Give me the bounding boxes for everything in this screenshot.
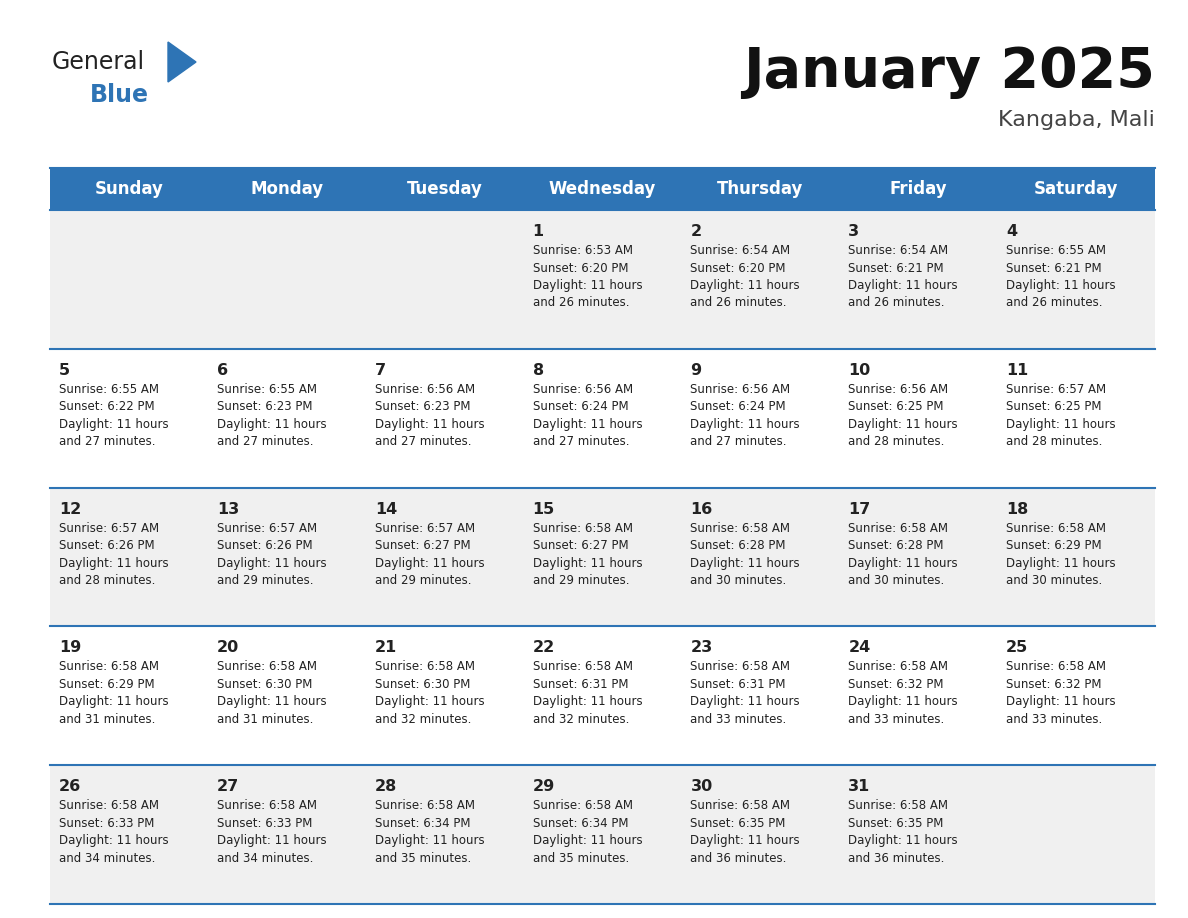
Text: Sunrise: 6:57 AM
Sunset: 6:25 PM
Daylight: 11 hours
and 28 minutes.: Sunrise: 6:57 AM Sunset: 6:25 PM Dayligh… [1006,383,1116,448]
Text: Blue: Blue [90,83,148,107]
Text: 16: 16 [690,501,713,517]
Bar [50,168,1155,210]
Text: Sunrise: 6:58 AM
Sunset: 6:30 PM
Daylight: 11 hours
and 31 minutes.: Sunrise: 6:58 AM Sunset: 6:30 PM Dayligh… [217,660,327,726]
Text: 10: 10 [848,363,871,378]
Text: 4: 4 [1006,224,1017,239]
Text: 5: 5 [59,363,70,378]
Text: 26: 26 [59,779,81,794]
Text: Sunrise: 6:53 AM
Sunset: 6:20 PM
Daylight: 11 hours
and 26 minutes.: Sunrise: 6:53 AM Sunset: 6:20 PM Dayligh… [532,244,643,309]
Text: Sunrise: 6:58 AM
Sunset: 6:33 PM
Daylight: 11 hours
and 34 minutes.: Sunrise: 6:58 AM Sunset: 6:33 PM Dayligh… [217,800,327,865]
Text: Sunrise: 6:56 AM
Sunset: 6:25 PM
Daylight: 11 hours
and 28 minutes.: Sunrise: 6:56 AM Sunset: 6:25 PM Dayligh… [848,383,958,448]
Text: 27: 27 [217,779,239,794]
Text: Monday: Monday [251,180,323,198]
Text: Sunrise: 6:58 AM
Sunset: 6:30 PM
Daylight: 11 hours
and 32 minutes.: Sunrise: 6:58 AM Sunset: 6:30 PM Dayligh… [374,660,485,726]
Text: Sunrise: 6:58 AM
Sunset: 6:29 PM
Daylight: 11 hours
and 30 minutes.: Sunrise: 6:58 AM Sunset: 6:29 PM Dayligh… [1006,521,1116,588]
Text: Sunrise: 6:56 AM
Sunset: 6:24 PM
Daylight: 11 hours
and 27 minutes.: Sunrise: 6:56 AM Sunset: 6:24 PM Dayligh… [690,383,800,448]
Text: Sunrise: 6:57 AM
Sunset: 6:27 PM
Daylight: 11 hours
and 29 minutes.: Sunrise: 6:57 AM Sunset: 6:27 PM Dayligh… [374,521,485,588]
Text: Saturday: Saturday [1034,180,1118,198]
Text: 2: 2 [690,224,702,239]
Text: 3: 3 [848,224,859,239]
Text: Sunrise: 6:58 AM
Sunset: 6:34 PM
Daylight: 11 hours
and 35 minutes.: Sunrise: 6:58 AM Sunset: 6:34 PM Dayligh… [374,800,485,865]
Text: Sunrise: 6:54 AM
Sunset: 6:21 PM
Daylight: 11 hours
and 26 minutes.: Sunrise: 6:54 AM Sunset: 6:21 PM Dayligh… [848,244,958,309]
Bar [50,349,1155,487]
Text: Sunrise: 6:58 AM
Sunset: 6:31 PM
Daylight: 11 hours
and 33 minutes.: Sunrise: 6:58 AM Sunset: 6:31 PM Dayligh… [690,660,800,726]
Text: Sunrise: 6:58 AM
Sunset: 6:35 PM
Daylight: 11 hours
and 36 minutes.: Sunrise: 6:58 AM Sunset: 6:35 PM Dayligh… [848,800,958,865]
Text: 7: 7 [374,363,386,378]
Text: 17: 17 [848,501,871,517]
Text: Sunrise: 6:55 AM
Sunset: 6:22 PM
Daylight: 11 hours
and 27 minutes.: Sunrise: 6:55 AM Sunset: 6:22 PM Dayligh… [59,383,169,448]
Text: Sunrise: 6:58 AM
Sunset: 6:33 PM
Daylight: 11 hours
and 34 minutes.: Sunrise: 6:58 AM Sunset: 6:33 PM Dayligh… [59,800,169,865]
Text: 28: 28 [374,779,397,794]
Text: Wednesday: Wednesday [549,180,656,198]
Text: Friday: Friday [890,180,947,198]
Text: Sunrise: 6:58 AM
Sunset: 6:28 PM
Daylight: 11 hours
and 30 minutes.: Sunrise: 6:58 AM Sunset: 6:28 PM Dayligh… [848,521,958,588]
Text: General: General [52,50,145,74]
Bar [50,766,1155,904]
Text: 6: 6 [217,363,228,378]
Text: 25: 25 [1006,641,1029,655]
Text: 14: 14 [374,501,397,517]
Bar [50,210,1155,349]
Text: 30: 30 [690,779,713,794]
Text: Sunrise: 6:58 AM
Sunset: 6:35 PM
Daylight: 11 hours
and 36 minutes.: Sunrise: 6:58 AM Sunset: 6:35 PM Dayligh… [690,800,800,865]
Text: 15: 15 [532,501,555,517]
Text: Sunrise: 6:58 AM
Sunset: 6:34 PM
Daylight: 11 hours
and 35 minutes.: Sunrise: 6:58 AM Sunset: 6:34 PM Dayligh… [532,800,643,865]
Text: Sunrise: 6:58 AM
Sunset: 6:28 PM
Daylight: 11 hours
and 30 minutes.: Sunrise: 6:58 AM Sunset: 6:28 PM Dayligh… [690,521,800,588]
Text: Sunrise: 6:54 AM
Sunset: 6:20 PM
Daylight: 11 hours
and 26 minutes.: Sunrise: 6:54 AM Sunset: 6:20 PM Dayligh… [690,244,800,309]
Text: 1: 1 [532,224,544,239]
Text: Sunrise: 6:58 AM
Sunset: 6:27 PM
Daylight: 11 hours
and 29 minutes.: Sunrise: 6:58 AM Sunset: 6:27 PM Dayligh… [532,521,643,588]
Text: Thursday: Thursday [718,180,803,198]
Text: 24: 24 [848,641,871,655]
Text: 8: 8 [532,363,544,378]
Polygon shape [168,42,196,82]
Text: Sunrise: 6:58 AM
Sunset: 6:32 PM
Daylight: 11 hours
and 33 minutes.: Sunrise: 6:58 AM Sunset: 6:32 PM Dayligh… [848,660,958,726]
Bar [50,487,1155,626]
Text: 21: 21 [374,641,397,655]
Text: 9: 9 [690,363,702,378]
Text: 22: 22 [532,641,555,655]
Text: 18: 18 [1006,501,1029,517]
Text: 23: 23 [690,641,713,655]
Text: Sunrise: 6:57 AM
Sunset: 6:26 PM
Daylight: 11 hours
and 28 minutes.: Sunrise: 6:57 AM Sunset: 6:26 PM Dayligh… [59,521,169,588]
Text: Sunrise: 6:56 AM
Sunset: 6:24 PM
Daylight: 11 hours
and 27 minutes.: Sunrise: 6:56 AM Sunset: 6:24 PM Dayligh… [532,383,643,448]
Text: January 2025: January 2025 [744,45,1155,99]
Text: Sunrise: 6:58 AM
Sunset: 6:32 PM
Daylight: 11 hours
and 33 minutes.: Sunrise: 6:58 AM Sunset: 6:32 PM Dayligh… [1006,660,1116,726]
Text: 11: 11 [1006,363,1029,378]
Text: Sunday: Sunday [95,180,164,198]
Text: Tuesday: Tuesday [406,180,482,198]
Text: 13: 13 [217,501,239,517]
Text: Sunrise: 6:57 AM
Sunset: 6:26 PM
Daylight: 11 hours
and 29 minutes.: Sunrise: 6:57 AM Sunset: 6:26 PM Dayligh… [217,521,327,588]
Text: Sunrise: 6:58 AM
Sunset: 6:31 PM
Daylight: 11 hours
and 32 minutes.: Sunrise: 6:58 AM Sunset: 6:31 PM Dayligh… [532,660,643,726]
Text: Sunrise: 6:55 AM
Sunset: 6:23 PM
Daylight: 11 hours
and 27 minutes.: Sunrise: 6:55 AM Sunset: 6:23 PM Dayligh… [217,383,327,448]
Text: 12: 12 [59,501,81,517]
Bar [50,626,1155,766]
Text: Sunrise: 6:56 AM
Sunset: 6:23 PM
Daylight: 11 hours
and 27 minutes.: Sunrise: 6:56 AM Sunset: 6:23 PM Dayligh… [374,383,485,448]
Text: 19: 19 [59,641,81,655]
Text: 20: 20 [217,641,239,655]
Text: Sunrise: 6:58 AM
Sunset: 6:29 PM
Daylight: 11 hours
and 31 minutes.: Sunrise: 6:58 AM Sunset: 6:29 PM Dayligh… [59,660,169,726]
Text: Sunrise: 6:55 AM
Sunset: 6:21 PM
Daylight: 11 hours
and 26 minutes.: Sunrise: 6:55 AM Sunset: 6:21 PM Dayligh… [1006,244,1116,309]
Text: 31: 31 [848,779,871,794]
Text: 29: 29 [532,779,555,794]
Text: Kangaba, Mali: Kangaba, Mali [998,110,1155,130]
